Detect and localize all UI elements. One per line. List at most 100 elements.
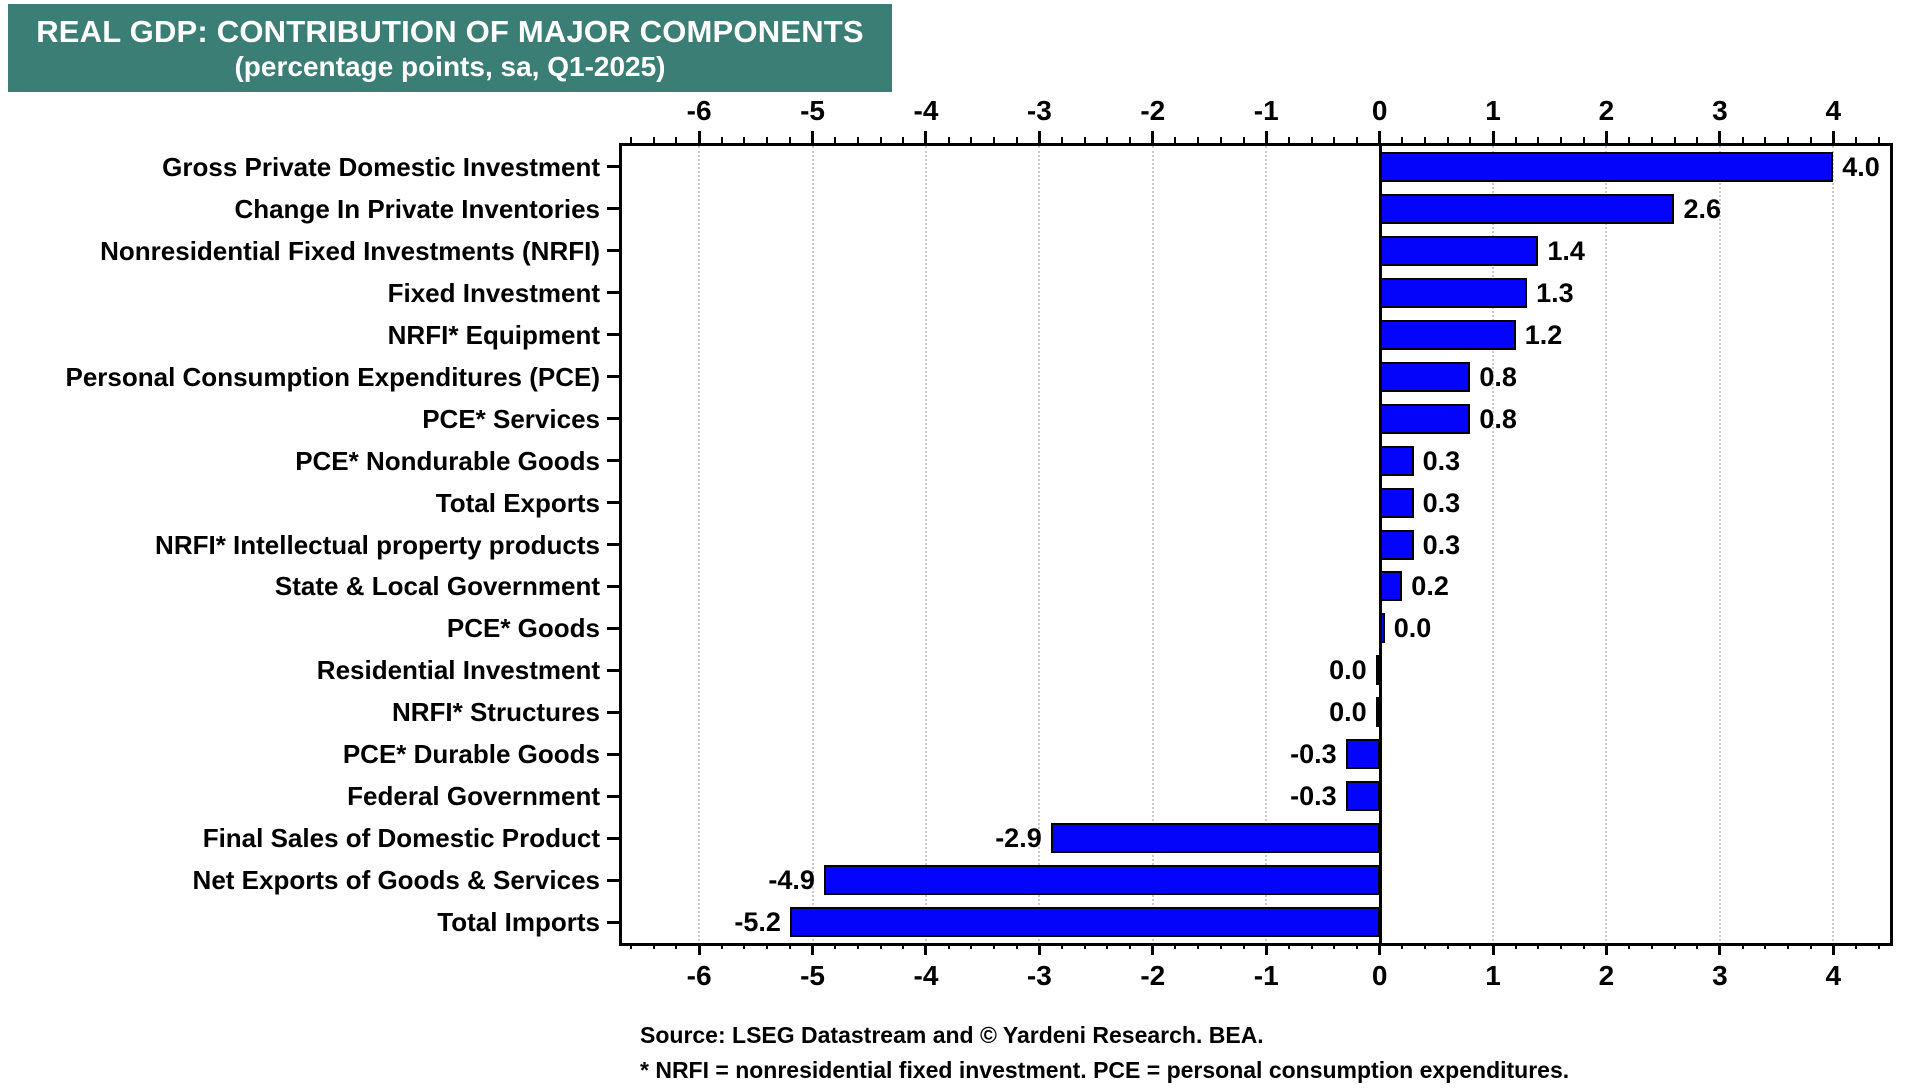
chart-subtitle: (percentage points, sa, Q1-2025) <box>234 50 666 82</box>
category-label: Residential Investment <box>316 655 600 686</box>
x-minor-tick-bottom <box>1219 943 1222 949</box>
x-minor-tick-bottom <box>652 943 655 949</box>
category-label: Total Exports <box>435 487 600 518</box>
x-gridline <box>924 146 927 941</box>
x-minor-tick-bottom <box>1673 943 1676 949</box>
x-gridline <box>1832 146 1835 941</box>
category-label: State & Local Government <box>274 571 600 602</box>
x-minor-tick-top <box>1514 137 1517 143</box>
bar-value-label: -0.3 <box>1290 781 1337 812</box>
category-tick <box>607 333 619 337</box>
x-minor-tick-bottom <box>1514 943 1517 949</box>
category-label: PCE* Goods <box>446 613 600 644</box>
category-tick <box>607 543 619 546</box>
x-minor-tick-bottom <box>1015 943 1018 949</box>
x-axis-label-bottom: -1 <box>1253 960 1279 991</box>
x-minor-tick-top <box>1582 137 1585 143</box>
x-major-tick-top <box>1604 131 1608 143</box>
x-major-tick-bottom <box>1378 943 1382 955</box>
bar-nonresidential-fixed-investments-nrfi <box>1379 235 1539 266</box>
x-axis-label-top: -3 <box>1026 95 1052 126</box>
x-minor-tick-top <box>1083 137 1086 143</box>
category-tick <box>607 584 619 588</box>
x-minor-tick-top <box>675 137 678 143</box>
category-tick <box>607 375 619 379</box>
bar-nrfi-structures <box>1375 697 1380 728</box>
x-minor-tick-bottom <box>675 943 678 949</box>
x-minor-tick-top <box>1061 137 1064 143</box>
x-minor-tick-top <box>879 137 882 143</box>
x-minor-tick-bottom <box>766 943 769 949</box>
x-minor-tick-top <box>1469 137 1472 143</box>
category-tick <box>607 836 619 840</box>
category-tick <box>607 710 619 714</box>
x-major-tick-top <box>811 131 815 143</box>
category-tick <box>607 794 619 798</box>
bar-total-imports <box>789 907 1380 938</box>
x-minor-tick-top <box>1877 137 1880 143</box>
x-minor-tick-bottom <box>1650 943 1653 949</box>
x-minor-tick-top <box>720 137 723 143</box>
x-minor-tick-top <box>1219 137 1222 143</box>
x-minor-tick-bottom <box>1333 943 1336 949</box>
x-axis-label-top: 4 <box>1825 95 1842 126</box>
chart-title: REAL GDP: CONTRIBUTION OF MAJOR COMPONEN… <box>36 13 864 49</box>
x-minor-tick-top <box>1333 137 1336 143</box>
x-minor-tick-top <box>1560 137 1563 143</box>
x-major-tick-bottom <box>697 943 701 955</box>
x-major-tick-bottom <box>1831 943 1835 955</box>
x-axis-label-top: 1 <box>1485 95 1501 126</box>
x-minor-tick-bottom <box>1423 943 1426 949</box>
x-axis-label-top: -6 <box>686 95 712 126</box>
bar-total-exports <box>1379 487 1414 518</box>
chart-title-box: REAL GDP: CONTRIBUTION OF MAJOR COMPONEN… <box>8 4 892 92</box>
x-minor-tick-bottom <box>1628 943 1631 949</box>
bar-value-label: 0.3 <box>1422 529 1461 560</box>
x-minor-tick-bottom <box>1287 943 1290 949</box>
x-minor-tick-bottom <box>1310 943 1313 949</box>
bar-value-label: 0.0 <box>1329 697 1367 728</box>
category-tick <box>607 752 619 756</box>
x-gridline <box>1492 146 1495 941</box>
x-minor-tick-top <box>1650 137 1653 143</box>
x-minor-tick-top <box>1537 137 1540 143</box>
bar-gross-private-domestic-investment <box>1379 151 1834 182</box>
category-label: Gross Private Domestic Investment <box>162 151 600 182</box>
x-major-tick-bottom <box>1718 943 1722 955</box>
bar-value-label: 2.6 <box>1683 193 1722 224</box>
x-major-tick-top <box>1491 131 1495 143</box>
bar-net-exports-of-goods-services <box>823 865 1380 896</box>
x-major-tick-top <box>1718 131 1722 143</box>
x-minor-tick-bottom <box>947 943 950 949</box>
x-axis-label-bottom: -2 <box>1140 960 1166 991</box>
x-major-tick-top <box>697 131 701 143</box>
bar-federal-government <box>1345 781 1380 812</box>
x-axis-label-bottom: 3 <box>1712 960 1728 991</box>
x-minor-tick-bottom <box>834 943 837 949</box>
category-tick <box>607 459 619 463</box>
category-tick <box>607 291 619 295</box>
bar-pce-services <box>1379 403 1471 434</box>
bar-final-sales-of-domestic-product <box>1050 823 1380 854</box>
x-minor-tick-top <box>993 137 995 143</box>
bar-personal-consumption-expenditures-pce <box>1379 361 1471 392</box>
x-minor-tick-bottom <box>1446 943 1449 949</box>
x-minor-tick-bottom <box>1741 943 1744 949</box>
x-major-tick-top <box>924 131 928 143</box>
category-tick <box>607 626 619 630</box>
x-minor-tick-top <box>1355 137 1358 143</box>
x-minor-tick-bottom <box>879 943 882 949</box>
x-minor-tick-bottom <box>630 943 633 949</box>
category-label: Personal Consumption Expenditures (PCE) <box>65 361 600 392</box>
x-minor-tick-top <box>1106 137 1109 143</box>
category-label: Final Sales of Domestic Product <box>202 823 600 854</box>
bar-nrfi-equipment <box>1379 319 1516 350</box>
x-minor-tick-top <box>856 137 859 143</box>
bar-value-label: 0.2 <box>1411 571 1449 602</box>
bar-value-label: 1.2 <box>1524 319 1563 350</box>
x-major-tick-bottom <box>1264 943 1268 955</box>
x-major-tick-top <box>1037 131 1041 143</box>
x-minor-tick-top <box>1696 137 1699 143</box>
x-minor-tick-top <box>1764 137 1767 143</box>
x-minor-tick-bottom <box>788 943 791 949</box>
